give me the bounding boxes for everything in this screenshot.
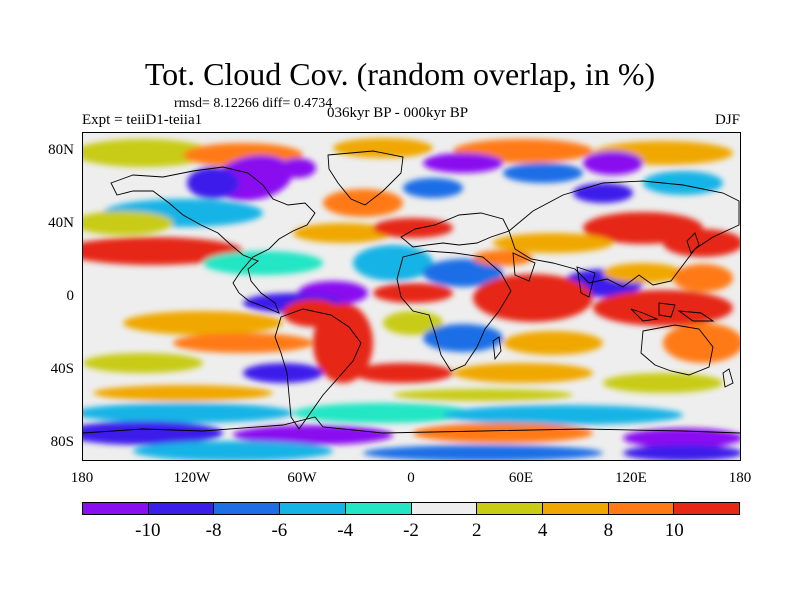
anomaly-blob-45 [353,363,453,383]
colorbar-label-3: -4 [337,520,354,541]
x-tick-120W: 120W [173,470,211,486]
anomaly-blob-18 [373,218,453,238]
anomaly-blob-25 [423,259,503,287]
anomaly-blob-21 [493,233,613,253]
anomaly-blob-51 [293,403,473,423]
colorbar-swatch-9 [674,503,740,514]
anomaly-blob-40 [663,323,740,363]
y-tick-0: 0 [66,288,75,304]
colorbar-swatch-7 [542,503,609,514]
y-tick-40S: 40S [50,361,74,377]
anomaly-blob-29 [673,264,733,292]
anomaly-blob-39 [503,331,603,355]
anomaly-blob-32 [373,283,453,303]
anomaly-blob-46 [453,363,593,383]
anomaly-blob-47 [603,373,723,393]
x-tick-180-right: 180 [728,470,752,486]
anomaly-blob-6 [187,167,239,199]
anomaly-blob-8 [423,153,503,173]
anomaly-blob-16 [83,211,173,235]
anomaly-blob-14 [403,178,463,198]
colorbar-swatch-4 [345,503,412,514]
x-tick-0: 0 [407,470,415,486]
anomaly-blob-55 [413,423,593,443]
experiment-label: Expt = teiiD1-teiia1 [82,112,203,128]
anomaly-blob-24 [353,245,433,281]
colorbar-label-6: 4 [537,520,548,541]
anomaly-blob-42 [173,333,313,353]
anomaly-blob-33 [473,274,593,322]
y-tick-80N: 80N [48,142,74,158]
anomaly-blob-28 [603,263,683,283]
anomaly-blob-48 [93,385,273,401]
anomaly-blob-11 [643,171,723,195]
anomaly-blob-22 [83,237,243,265]
x-tick-60W: 60W [287,470,317,486]
anomaly-blob-58 [363,445,603,460]
colorbar-swatch-5 [411,503,478,514]
colorbar-swatch-1 [148,503,215,514]
anomaly-blob-57 [133,441,333,460]
anomaly-blob-12 [573,183,633,203]
anomaly-blob-10 [583,151,643,175]
y-tick-40N: 40N [48,215,74,231]
y-tick-80S: 80S [50,434,74,450]
anomaly-blob-59 [623,445,740,460]
colorbar-swatch-6 [477,503,543,514]
x-tick-180-left: 180 [70,470,94,486]
anomaly-blob-34 [593,290,733,326]
season-label: DJF [714,112,740,128]
anomaly-blob-37 [383,311,443,335]
period-label: 036kyr BP - 000kyr BP [327,105,469,121]
colorbar-label-7: 8 [603,520,614,541]
cloud-cover-map [82,132,741,461]
anomaly-blob-43 [83,353,203,373]
colorbar-swatch-8 [608,503,675,514]
anomaly-blob-56 [623,428,740,448]
plot-title: Tot. Cloud Cov. (random overlap, in %) [144,56,656,92]
colorbar-label-5: 2 [472,520,482,541]
anomaly-blob-17 [293,223,393,243]
x-tick-120E: 120E [615,470,647,486]
anomaly-blob-53 [83,421,223,445]
anomaly-blob-23 [203,251,323,275]
x-tick-60E: 60E [508,470,534,486]
anomaly-blob-38 [423,324,503,352]
anomaly-blob-13 [323,189,403,217]
map-svg [83,133,740,460]
colorbar-label-4: -2 [403,520,419,541]
colorbar-swatch-2 [214,503,281,514]
anomaly-blob-20 [663,229,740,257]
anomaly-blob-52 [443,405,683,425]
anomaly-blob-36 [283,299,343,327]
colorbar-swatch-3 [280,503,346,514]
anomaly-blob-9 [503,163,583,183]
anomaly-blob-2 [333,138,433,158]
anomaly-blob-41 [123,311,283,335]
colorbar [82,502,740,515]
colorbar-label-0: -10 [135,520,161,541]
anomaly-blob-49 [393,389,573,401]
colorbar-label-2: -6 [271,520,288,541]
coastlines [83,150,740,434]
anomaly-blob-50 [83,403,293,423]
anomaly-blob-7 [280,158,316,178]
colorbar-swatch-0 [83,503,149,514]
colorbar-label-8: 10 [664,520,684,541]
anomaly-blob-44 [243,363,323,383]
colorbar-label-1: -8 [205,520,222,541]
anomaly-blob-0 [83,139,213,167]
rmsd-diff-stats: rmsd= 8.12266 diff= 0.4734 [174,96,333,111]
